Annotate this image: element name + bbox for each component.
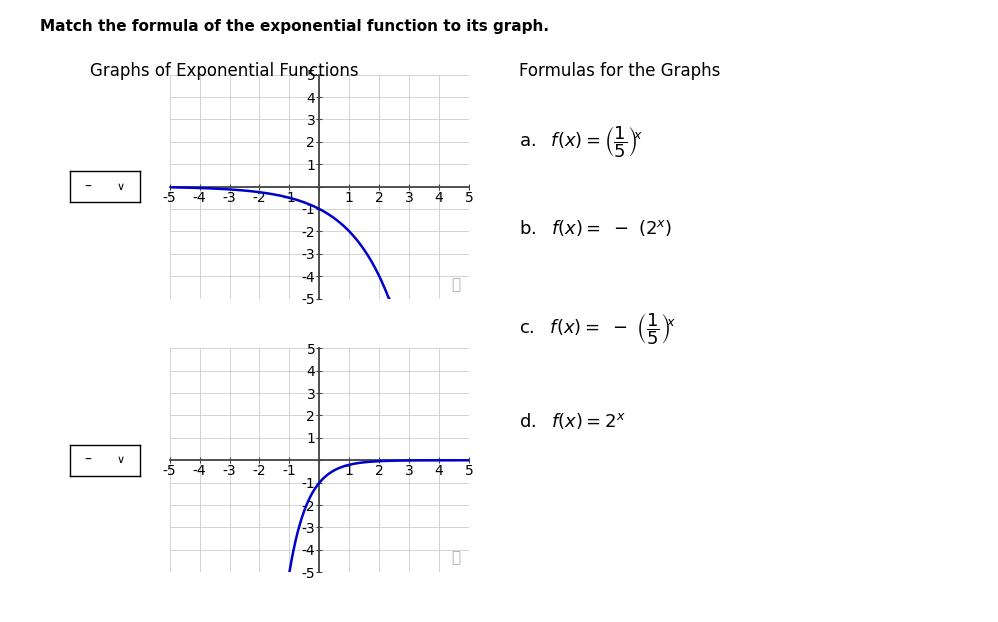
Text: ∨: ∨ xyxy=(116,182,124,192)
Text: $\mathrm{a.}\ \ f(x) = \left(\dfrac{1}{5}\right)^{\!\!x}$: $\mathrm{a.}\ \ f(x) = \left(\dfrac{1}{5… xyxy=(519,124,643,160)
Text: $\mathrm{d.}\ \ f(x) = 2^x$: $\mathrm{d.}\ \ f(x) = 2^x$ xyxy=(519,411,626,430)
Text: Graphs of Exponential Functions: Graphs of Exponential Functions xyxy=(90,62,358,80)
Text: –: – xyxy=(84,453,91,467)
Text: $\mathrm{c.}\ \ f(x) = \ -\ \left(\dfrac{1}{5}\right)^{\!\!x}$: $\mathrm{c.}\ \ f(x) = \ -\ \left(\dfrac… xyxy=(519,311,676,346)
Text: ⌕: ⌕ xyxy=(451,277,460,292)
Text: Match the formula of the exponential function to its graph.: Match the formula of the exponential fun… xyxy=(40,19,549,34)
Text: $\mathrm{b.}\ \ f(x) = \ -\ (2^x)$: $\mathrm{b.}\ \ f(x) = \ -\ (2^x)$ xyxy=(519,218,673,238)
Text: ⌕: ⌕ xyxy=(451,550,460,565)
Text: ∨: ∨ xyxy=(116,455,124,465)
Text: Formulas for the Graphs: Formulas for the Graphs xyxy=(519,62,721,80)
Text: –: – xyxy=(84,180,91,193)
